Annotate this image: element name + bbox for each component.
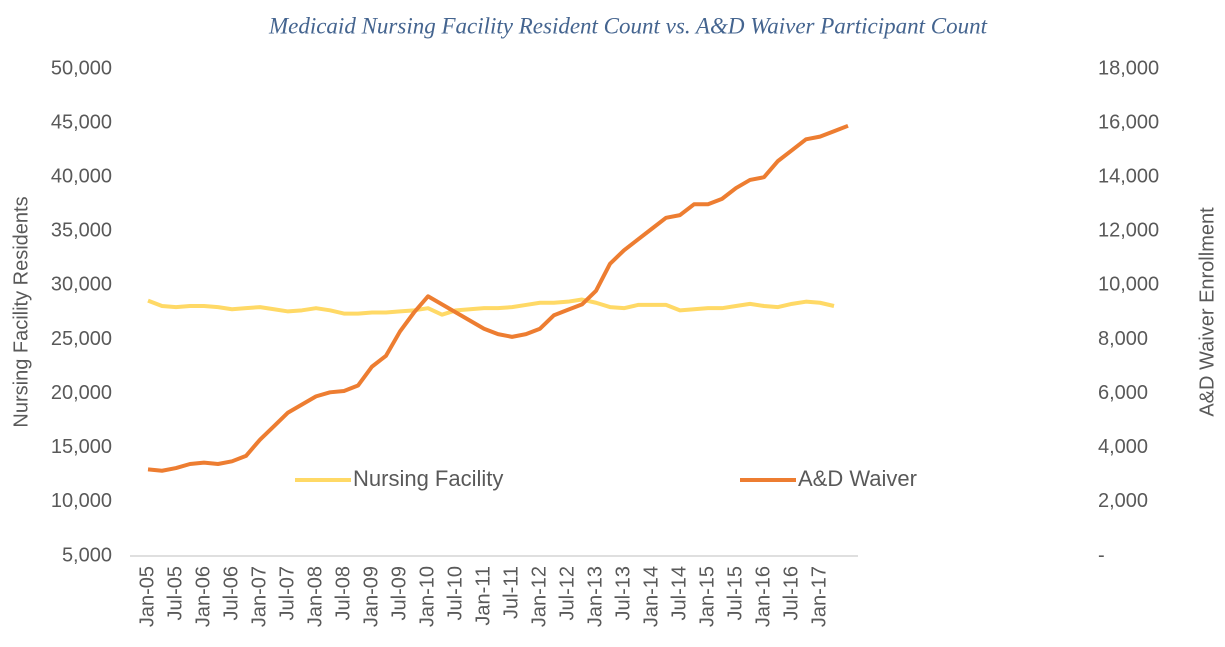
y-tick-label: 25,000	[51, 328, 112, 350]
x-tick-label: Jul-14	[668, 566, 690, 620]
y-tick-label: 35,000	[51, 220, 112, 242]
y-tick-label: 30,000	[51, 274, 112, 296]
y2-tick-label: 6,000	[1098, 382, 1148, 404]
x-tick-label: Jan-07	[248, 566, 270, 627]
x-tick-label: Jan-09	[360, 566, 382, 627]
x-tick-label: Jan-11	[472, 566, 494, 626]
x-tick-label: Jan-15	[696, 566, 718, 627]
series-line	[147, 123, 849, 473]
x-tick-label: Jan-13	[584, 566, 606, 627]
y-tick-label: 5,000	[62, 544, 112, 566]
x-tick-label: Jul-12	[556, 566, 578, 620]
x-tick-label: Jan-12	[528, 566, 550, 627]
x-tick-label: Jan-17	[808, 566, 830, 627]
x-tick-label: Jul-16	[780, 566, 802, 620]
x-tick-label: Jul-06	[220, 566, 242, 620]
x-tick-label: Jan-05	[136, 566, 158, 627]
y2-tick-label: 14,000	[1098, 166, 1159, 188]
y2-tick-label: 10,000	[1098, 274, 1159, 296]
x-tick-label: Jan-16	[752, 566, 774, 627]
y2-axis-label: A&D Waiver Enrollment	[1196, 207, 1218, 417]
x-tick-label: Jul-15	[724, 566, 746, 620]
y2-tick-label: 18,000	[1098, 57, 1159, 79]
y-tick-label: 15,000	[51, 436, 112, 458]
x-tick-label: Jul-13	[612, 566, 634, 620]
x-tick-label: Jul-09	[388, 566, 410, 620]
y2-tick-label: 16,000	[1098, 111, 1159, 133]
y-tick-label: 10,000	[51, 490, 112, 512]
y2-tick-label: 12,000	[1098, 220, 1159, 242]
x-tick-label: Jul-10	[444, 566, 466, 620]
y2-tick-label: 2,000	[1098, 490, 1148, 512]
y2-tick-label: 4,000	[1098, 436, 1148, 458]
x-tick-label: Jul-07	[276, 566, 298, 620]
y-tick-label: 45,000	[51, 111, 112, 133]
x-tick-label: Jan-06	[192, 566, 214, 627]
y-tick-label: 20,000	[51, 382, 112, 404]
x-tick-label: Jan-08	[304, 566, 326, 627]
legend-label: Nursing Facility	[353, 466, 503, 491]
chart-title: Medicaid Nursing Facility Resident Count…	[268, 13, 988, 38]
legend-label: A&D Waiver	[798, 466, 917, 491]
x-tick-label: Jul-05	[164, 566, 186, 620]
y2-tick-label: 8,000	[1098, 328, 1148, 350]
y2-tick-label: -	[1098, 544, 1105, 566]
series-line	[147, 297, 835, 317]
y-tick-label: 50,000	[51, 57, 112, 79]
x-tick-label: Jul-11	[500, 566, 522, 619]
x-tick-label: Jan-14	[640, 566, 662, 627]
y-axis-label: Nursing Facility Residents	[10, 196, 32, 427]
x-tick-label: Jan-10	[416, 566, 438, 627]
y-tick-label: 40,000	[51, 166, 112, 188]
x-tick-label: Jul-08	[332, 566, 354, 620]
